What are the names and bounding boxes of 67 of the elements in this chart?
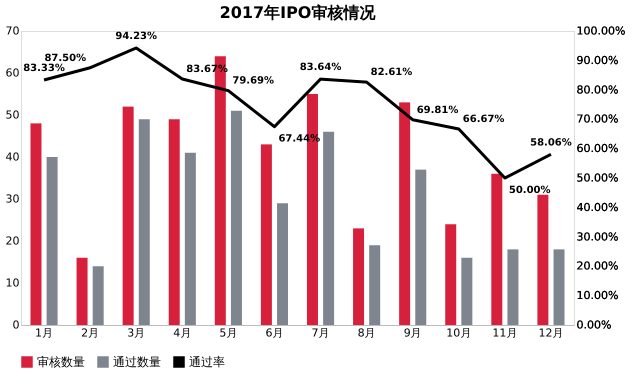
x-tick-label: 3月 [127, 326, 146, 340]
y2-tick-label: 60.00% [576, 142, 618, 156]
bar [277, 203, 288, 325]
x-tick-label: 11月 [492, 326, 518, 340]
bar [461, 258, 472, 325]
data-label: 87.50% [44, 52, 86, 64]
bar [369, 245, 380, 325]
y2-tick-label: 20.00% [576, 260, 618, 273]
y2-tick-label: 100.00% [576, 24, 626, 38]
y2-tick-label: 90.00% [576, 54, 618, 67]
data-label: 79.69% [232, 76, 274, 87]
bar [260, 144, 272, 325]
x-tick-label: 2月 [81, 326, 100, 340]
chart-title: 2017年IPO审核情况 [220, 3, 376, 22]
data-label: 69.81% [416, 104, 458, 116]
x-tick-label: 4月 [173, 326, 192, 340]
y2-tick-label: 30.00% [576, 230, 618, 244]
bar [537, 194, 548, 325]
bar [507, 249, 518, 325]
x-tick-label: 12月 [538, 326, 564, 340]
bar [554, 249, 565, 325]
y2-tick-label: 10.00% [576, 289, 618, 302]
y-tick-label: 70 [6, 24, 20, 38]
bar [445, 224, 456, 325]
y-tick-label: 50 [6, 108, 20, 122]
legend-label: 审核数量 [37, 355, 85, 369]
bar [230, 110, 242, 325]
x-tick-label: 1月 [35, 326, 54, 340]
data-label: 83.64% [300, 62, 342, 74]
y-tick-label: 20 [6, 234, 20, 248]
y-tick-label: 30 [6, 192, 20, 206]
y-tick-label: 0 [12, 318, 20, 332]
x-tick-label: 7月 [312, 326, 330, 340]
bar [122, 106, 134, 325]
data-label: 58.06% [530, 137, 572, 148]
x-tick-label: 5月 [219, 326, 238, 340]
bar [323, 132, 334, 325]
bar [46, 157, 58, 325]
y-tick-label: 40 [6, 150, 20, 164]
x-tick-label: 8月 [358, 326, 376, 340]
data-label: 66.67% [462, 114, 504, 125]
y2-tick-label: 70.00% [576, 112, 618, 126]
data-label: 50.00% [508, 185, 551, 196]
x-tick-label: 9月 [404, 326, 422, 340]
bar [168, 119, 180, 325]
bar [138, 119, 150, 325]
y-tick-label: 10 [6, 276, 20, 290]
bar [184, 152, 196, 325]
x-tick-label: 6月 [265, 326, 284, 340]
data-label: 83.33% [23, 63, 65, 74]
bar [353, 228, 364, 325]
bar [491, 174, 502, 325]
data-label: 82.61% [370, 67, 412, 78]
y2-tick-label: 40.00% [576, 200, 618, 214]
x-tick-label: 10月 [446, 326, 472, 340]
data-label: 94.23% [115, 30, 158, 42]
y2-tick-label: 0.00% [576, 318, 612, 332]
bar [76, 258, 88, 325]
bar [399, 102, 410, 325]
bar [30, 123, 42, 325]
y2-tick-label: 80.00% [576, 83, 618, 96]
y2-tick-label: 50.00% [576, 172, 618, 184]
y-tick-label: 60 [6, 66, 20, 80]
legend-label: 通过数量 [113, 355, 161, 369]
bar [92, 266, 104, 325]
legend-label: 通过率 [189, 355, 225, 369]
bar [415, 170, 426, 325]
